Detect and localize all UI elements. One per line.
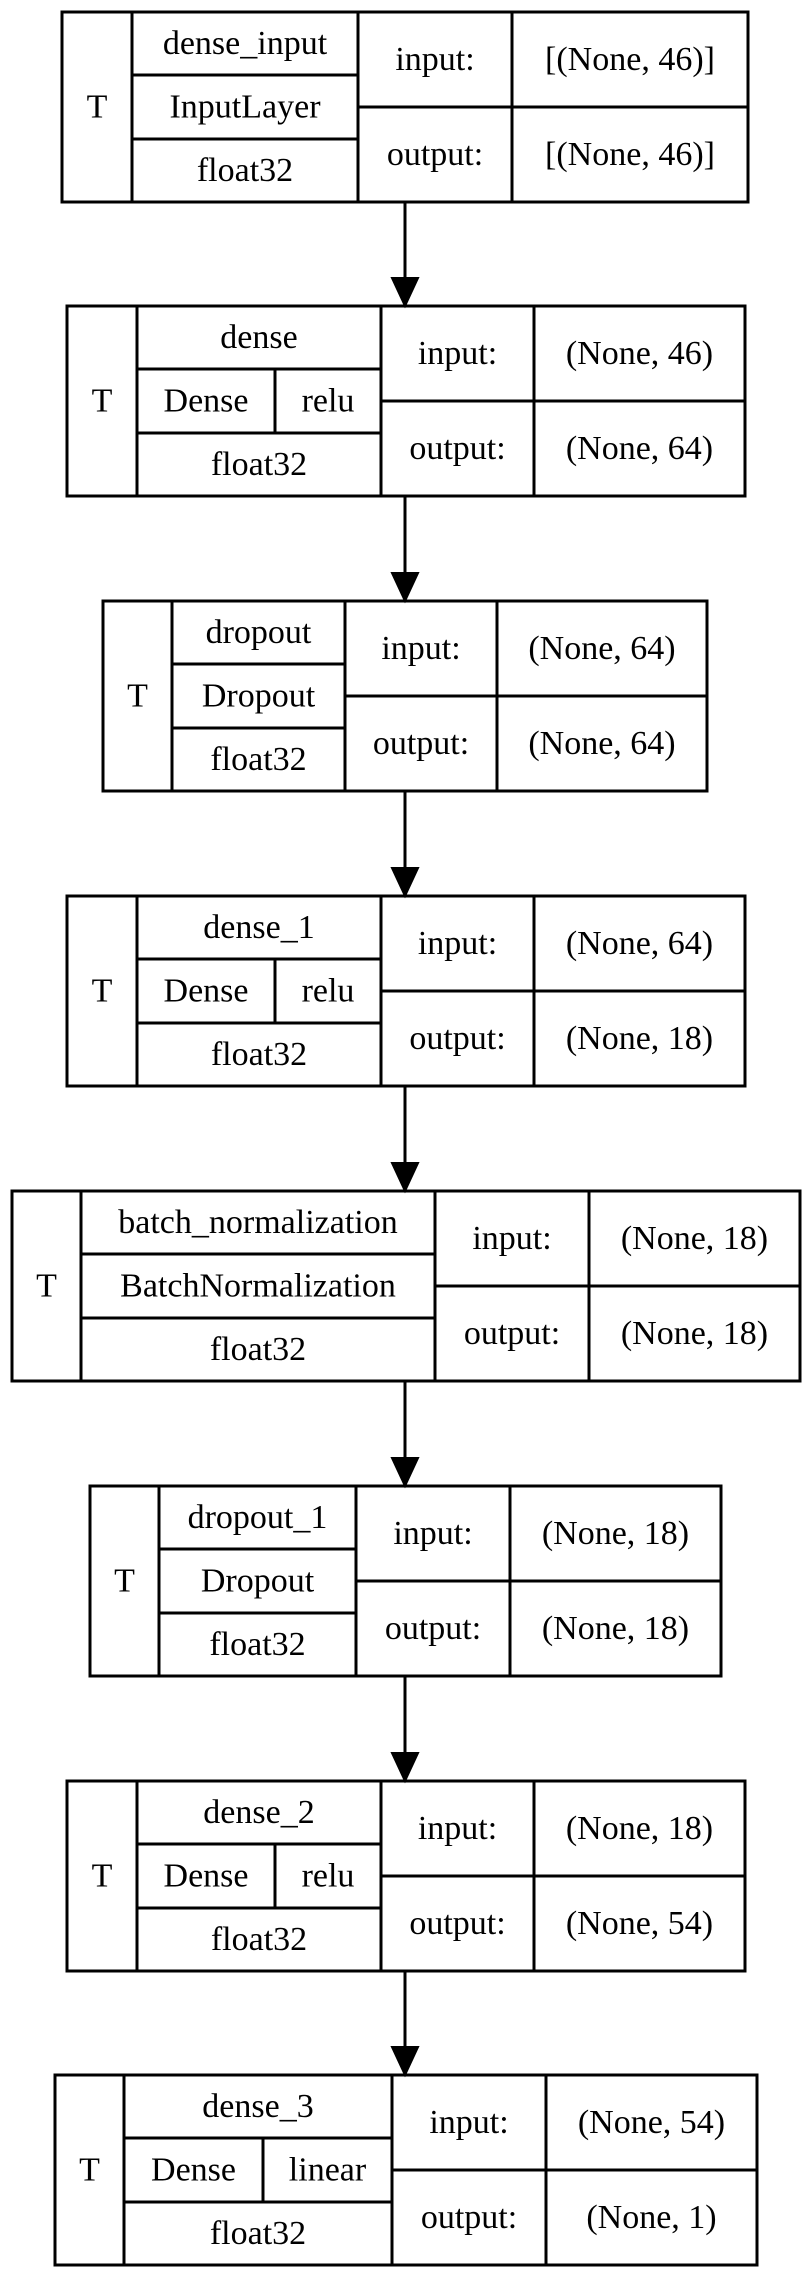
layer-activation: relu	[302, 973, 355, 1010]
output-label: output:	[409, 1020, 505, 1057]
layer-dtype: float32	[211, 1921, 307, 1958]
trainable-flag: T	[127, 678, 148, 715]
layer-dtype: float32	[209, 1626, 305, 1663]
layer-name: dense_2	[203, 1794, 314, 1831]
input-label: input:	[472, 1220, 551, 1257]
input-label: input:	[395, 41, 474, 78]
trainable-flag: T	[92, 973, 113, 1010]
layer-dtype: float32	[211, 1036, 307, 1073]
layer-name: dropout_1	[188, 1499, 328, 1536]
connector-arrow	[390, 1676, 420, 1784]
layer-name: dense_3	[202, 2088, 313, 2125]
layer-dtype: float32	[210, 741, 306, 778]
layer-activation: relu	[302, 1858, 355, 1895]
input-label: input:	[418, 1810, 497, 1847]
layer-dtype: float32	[210, 2215, 306, 2252]
input-shape: (None, 64)	[528, 630, 675, 667]
output-shape: (None, 54)	[566, 1905, 713, 1942]
connector-arrow	[390, 791, 420, 899]
output-label: output:	[409, 1905, 505, 1942]
layer-name: dropout	[206, 614, 312, 651]
connector-arrow	[390, 496, 420, 604]
connector-arrow	[390, 1086, 420, 1194]
layer-class: Dropout	[201, 1563, 315, 1600]
layer-name: batch_normalization	[118, 1204, 397, 1241]
output-label: output:	[409, 430, 505, 467]
output-label: output:	[385, 1610, 481, 1647]
trainable-flag: T	[92, 383, 113, 420]
input-shape: (None, 18)	[542, 1515, 689, 1552]
layer-activation: linear	[289, 2152, 367, 2189]
input-shape: (None, 54)	[578, 2104, 725, 2141]
output-shape: (None, 64)	[528, 725, 675, 762]
layer-class: Dense	[164, 973, 249, 1010]
trainable-flag: T	[79, 2152, 100, 2189]
layer-class: InputLayer	[169, 89, 321, 126]
output-label: output:	[387, 136, 483, 173]
trainable-flag: T	[92, 1858, 113, 1895]
output-label: output:	[421, 2199, 517, 2236]
layer-dtype: float32	[210, 1331, 306, 1368]
input-label: input:	[418, 925, 497, 962]
output-shape: [(None, 46)]	[545, 136, 715, 173]
output-shape: (None, 18)	[542, 1610, 689, 1647]
input-shape: (None, 18)	[566, 1810, 713, 1847]
layer-class: Dropout	[202, 678, 316, 715]
input-shape: [(None, 46)]	[545, 41, 715, 78]
trainable-flag: T	[36, 1268, 57, 1305]
layer-dtype: float32	[197, 152, 293, 189]
layer-activation: relu	[302, 383, 355, 420]
input-shape: (None, 46)	[566, 335, 713, 372]
layer-name: dense	[220, 319, 297, 356]
input-shape: (None, 64)	[566, 925, 713, 962]
layer-name: dense_input	[163, 25, 328, 62]
input-label: input:	[429, 2104, 508, 2141]
layer-class: BatchNormalization	[120, 1268, 396, 1305]
connector-arrow	[390, 1971, 420, 2078]
trainable-flag: T	[114, 1563, 135, 1600]
output-shape: (None, 18)	[621, 1315, 768, 1352]
layer-dtype: float32	[211, 446, 307, 483]
output-shape: (None, 1)	[586, 2199, 716, 2236]
connector-arrow	[390, 1381, 420, 1489]
layer-name: dense_1	[203, 909, 314, 946]
layer-class: Dense	[164, 1858, 249, 1895]
output-label: output:	[373, 725, 469, 762]
trainable-flag: T	[87, 89, 108, 126]
connector-arrow	[390, 202, 420, 309]
input-shape: (None, 18)	[621, 1220, 768, 1257]
layer-class: Dense	[164, 383, 249, 420]
input-label: input:	[393, 1515, 472, 1552]
output-label: output:	[464, 1315, 560, 1352]
input-label: input:	[418, 335, 497, 372]
input-label: input:	[381, 630, 460, 667]
output-shape: (None, 64)	[566, 430, 713, 467]
layer-class: Dense	[151, 2152, 236, 2189]
output-shape: (None, 18)	[566, 1020, 713, 1057]
